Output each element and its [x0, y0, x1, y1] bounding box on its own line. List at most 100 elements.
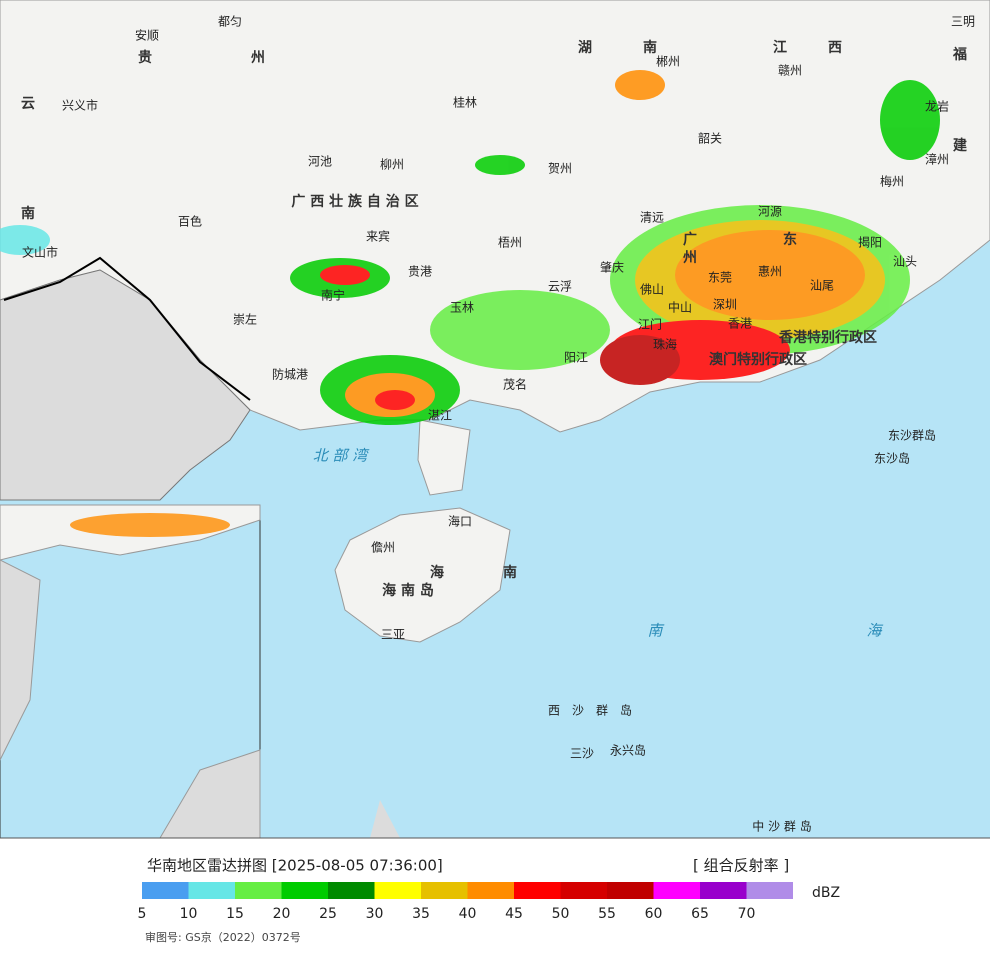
legend-tick-label: 30: [366, 906, 384, 922]
place-label: 惠州: [758, 265, 782, 279]
legend-swatch: [467, 882, 514, 899]
place-label: 文山市: [22, 245, 58, 260]
place-label: 防城港: [272, 367, 308, 382]
legend-tick-label: 55: [598, 906, 616, 922]
legend-tick-label: 70: [738, 906, 756, 922]
legend-tick-label: 5: [138, 906, 147, 922]
legend-swatch: [281, 882, 328, 899]
peninsula: [417, 419, 471, 496]
place-label: 湖: [578, 40, 592, 56]
sea-label: 海: [866, 622, 883, 640]
place-label: 贵: [138, 49, 152, 66]
place-label: 湛江: [428, 409, 452, 423]
place-label: 云浮: [548, 280, 572, 294]
map-title: 华南地区雷达拼图 [2025-08-05 07:36:00]: [147, 857, 443, 875]
place-label: 建: [953, 137, 967, 154]
place-label: 江门: [638, 317, 662, 332]
place-label: 西: [828, 40, 842, 56]
place-label: 赣州: [778, 64, 802, 78]
place-label: 深圳: [713, 298, 737, 312]
place-label: 肇庆: [600, 260, 624, 275]
place-label: 来宾: [366, 229, 390, 244]
place-label: 云: [21, 96, 35, 112]
sea-label: 西 沙 群 岛: [548, 703, 632, 718]
place-label: 桂林: [453, 95, 477, 110]
legend-tick-label: 35: [412, 906, 430, 922]
place-label: 香港特别行政区: [778, 329, 877, 346]
legend-tick-label: 25: [319, 906, 337, 922]
sea-label: 南: [647, 622, 664, 640]
legend-swatch: [188, 882, 235, 899]
sea-label: 东沙群岛: [888, 428, 936, 443]
place-label: 东: [783, 231, 797, 248]
color-legend: 5 10 15 20 25 30 35 40 45 50 55 60 65 70: [138, 882, 793, 922]
legend-swatch: [700, 882, 747, 899]
place-label: 三亚: [381, 628, 405, 642]
vietnam: [0, 269, 251, 501]
place-label: 澳门特别行政区: [709, 351, 807, 368]
place-label: 东莞: [708, 271, 732, 285]
place-label: 漳州: [925, 152, 949, 167]
place-label: 南: [503, 564, 517, 581]
legend-tick-label: 15: [226, 906, 244, 922]
place-label: 州: [682, 250, 697, 266]
legend-swatch: [374, 882, 421, 899]
place-label: 汕尾: [810, 279, 834, 293]
place-label: 河池: [308, 155, 332, 169]
legend-swatch: [560, 882, 607, 899]
place-label: 南: [643, 39, 657, 56]
place-label: 梅州: [880, 174, 904, 189]
place-label: 百色: [178, 215, 202, 229]
place-label: 海 南 岛: [382, 582, 434, 599]
place-label: 佛山: [640, 283, 664, 297]
place-label: 都匀: [218, 15, 242, 29]
sea-label: 永兴岛: [610, 743, 646, 758]
place-label: 南宁: [321, 288, 345, 303]
place-label: 梧州: [498, 235, 522, 250]
place-label: 贺州: [548, 162, 572, 176]
legend-swatch: [421, 882, 468, 899]
place-label: 河源: [758, 205, 782, 219]
sea-label: 北 部 湾: [313, 447, 371, 465]
place-label: 玉林: [450, 301, 474, 315]
place-label: 柳州: [380, 158, 404, 172]
radar-echoes: [0, 70, 940, 425]
legend-swatch: [514, 882, 561, 899]
legend-swatch: [328, 882, 375, 899]
land-fragment: [370, 800, 400, 838]
legend-swatch: [607, 882, 654, 899]
legend-swatch: [746, 882, 793, 899]
sea-label: 三沙: [570, 747, 594, 761]
place-label: 州: [250, 50, 265, 66]
place-label: 江: [773, 39, 787, 56]
place-label: 茂名: [503, 377, 527, 392]
unit-label: dBZ: [812, 885, 840, 901]
place-label: 贵港: [408, 265, 432, 279]
place-label: 郴州: [656, 55, 680, 69]
place-label: 福: [952, 46, 967, 63]
legend-tick-label: 10: [180, 906, 198, 922]
place-label: 儋州: [371, 541, 395, 555]
place-label: 海口: [448, 514, 472, 529]
place-label: 安顺: [135, 28, 159, 43]
place-label: 中山: [668, 300, 692, 315]
place-label: 兴义市: [62, 98, 98, 113]
place-label: 广 西 壮 族 自 治 区: [291, 193, 418, 210]
legend-swatch: [235, 882, 282, 899]
legend-tick-label: 45: [505, 906, 523, 922]
place-label: 珠海: [653, 337, 677, 352]
hainan: [334, 507, 511, 643]
place-label: 阳江: [564, 351, 588, 365]
legend-tick-label: 50: [552, 906, 570, 922]
place-label: 广: [683, 231, 697, 248]
inset-map: [0, 504, 261, 839]
product-label: [ 组合反射率 ]: [693, 857, 789, 875]
place-label: 韶关: [698, 131, 722, 146]
place-label: 清远: [640, 211, 664, 225]
legend-tick-label: 40: [459, 906, 477, 922]
place-label: 三明: [951, 15, 975, 29]
legend-tick-label: 60: [645, 906, 663, 922]
sea-label: 中 沙 群 岛: [752, 819, 811, 834]
